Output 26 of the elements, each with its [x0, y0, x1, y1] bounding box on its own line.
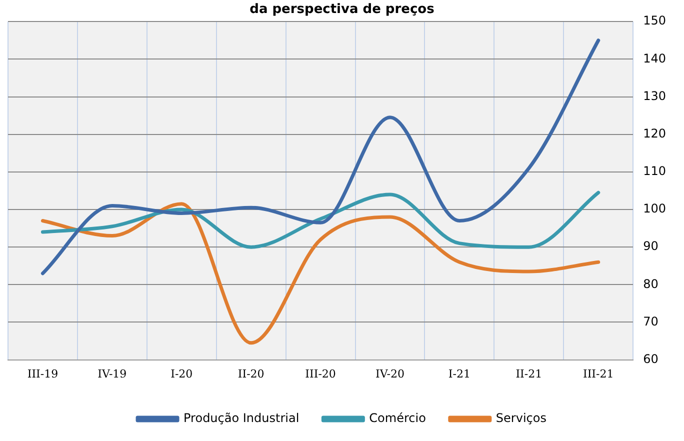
y-tick-label: 130 — [643, 88, 666, 103]
chart-title: da perspectiva de preços — [250, 2, 435, 18]
y-tick-label: 110 — [643, 164, 666, 178]
legend-label: Produção Industrial — [184, 411, 300, 426]
line-series — [40, 202, 600, 345]
line-series — [40, 190, 600, 249]
line-series — [40, 38, 600, 276]
x-tick-label: II-20 — [238, 367, 264, 380]
x-tick-label: I-21 — [448, 367, 470, 380]
legend-label: Comércio — [369, 411, 426, 426]
y-tick-label: 90 — [643, 239, 658, 254]
x-tick-label: II-21 — [516, 367, 542, 380]
y-tick-label: 140 — [643, 51, 666, 66]
y-tick-label: 80 — [643, 276, 658, 291]
y-tick-label: 60 — [643, 352, 658, 366]
x-tick-label: III-19 — [27, 367, 58, 380]
y-tick-label: 120 — [643, 126, 666, 140]
legend-label: Serviços — [496, 411, 546, 426]
x-tick-label: III-21 — [582, 367, 614, 380]
y-tick-label: 100 — [643, 202, 666, 216]
x-tick-label: I-20 — [170, 367, 193, 380]
y-tick-label: 150 — [643, 14, 666, 28]
x-tick-label: IV-20 — [376, 367, 405, 380]
y-tick-label: 70 — [643, 314, 658, 328]
x-tick-label: IV-19 — [98, 367, 127, 380]
x-tick-label: III-20 — [305, 367, 336, 380]
